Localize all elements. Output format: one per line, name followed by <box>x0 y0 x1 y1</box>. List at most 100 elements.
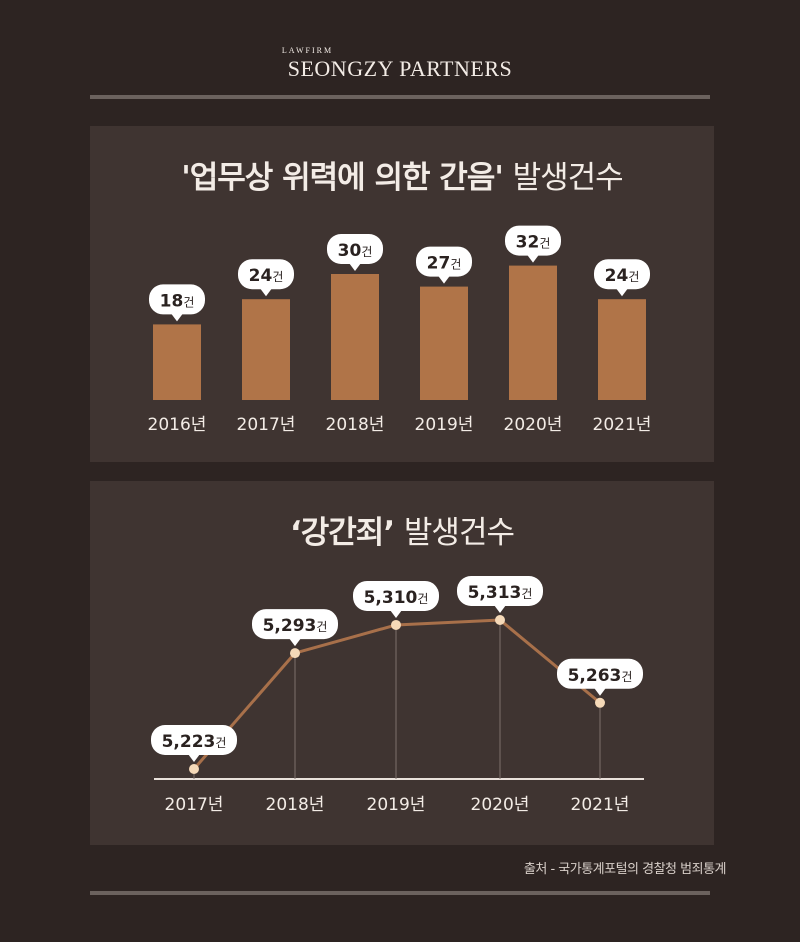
bar-1 <box>242 299 290 400</box>
bar-category-label-5: 2021년 <box>593 415 652 435</box>
bar-value-label-3-unit: 건 <box>450 258 461 272</box>
line-chart-title-bold: ‘강간죄’ <box>289 515 395 551</box>
line-value-label-0-text: 5,223건 <box>162 732 227 752</box>
line-value-label-0: 5,223건 <box>151 725 237 762</box>
line-value-label-1-unit: 건 <box>316 620 327 634</box>
bar-value-label-4-box <box>505 225 561 256</box>
bar-value-label-4-text: 32건 <box>516 233 551 253</box>
bar-value-label-2: 30건 <box>327 234 383 271</box>
line-value-label-2-box <box>353 580 439 611</box>
line-value-label-2-value: 5,310 <box>364 588 418 608</box>
bar-value-label-2-value: 30 <box>338 241 362 261</box>
data-point-3 <box>495 615 505 625</box>
bar-category-label-4: 2020년 <box>504 415 563 435</box>
line-value-label-2: 5,310건 <box>353 580 439 618</box>
data-point-0 <box>189 764 199 774</box>
line-value-label-0-value: 5,223 <box>162 732 216 752</box>
bar-value-label-5-pointer <box>616 288 628 297</box>
bar-value-label-0-unit: 건 <box>183 295 194 309</box>
series-line <box>192 618 601 770</box>
line-value-label-2-pointer <box>390 609 402 618</box>
data-point-1 <box>290 648 300 659</box>
line-value-label-1-value: 5,293 <box>263 616 317 636</box>
bar-4 <box>509 265 557 400</box>
line-value-label-4-value: 5,263 <box>568 666 622 686</box>
line-value-label-0-pointer <box>188 754 200 762</box>
bar-chart-title: '업무상 위력에 의한 간음' 발생건수 <box>90 152 714 197</box>
bar-3 <box>420 286 468 400</box>
bar-value-label-1-pointer <box>260 288 272 297</box>
bar-value-label-2-text: 30건 <box>338 241 373 261</box>
line-value-label-2-text: 5,310건 <box>364 588 429 608</box>
line-value-label-1-pointer <box>289 638 301 647</box>
bar-value-label-3-text: 27건 <box>427 254 462 274</box>
line-value-label-3-pointer <box>494 605 506 613</box>
bar-category-label-3: 2019년 <box>415 415 474 435</box>
top-divider <box>90 95 710 99</box>
bar-chart-svg: 18건2016년24건2017년30건2018년27건2019년32건2020년… <box>148 225 652 435</box>
bar-category-label-1: 2017년 <box>237 415 296 435</box>
line-value-label-1-text: 5,293건 <box>263 616 328 636</box>
bar-value-label-0-box <box>149 284 205 315</box>
line-value-label-1: 5,293건 <box>252 609 338 647</box>
line-chart-panel: ‘강간죄’ 발생건수 5,223건 2017년 5,293건 2018년 5,310건 2… <box>90 481 714 845</box>
line-value-label-4-box <box>557 658 643 689</box>
bar-chart-title-bold: '업무상 위력에 의한 간음' <box>181 160 504 196</box>
bar-value-label-3-box <box>416 246 472 277</box>
bar-value-label-0: 18건 <box>149 284 205 322</box>
line-category-label-2: 2019년 <box>367 795 426 815</box>
bar-value-label-1-value: 24 <box>249 266 273 286</box>
brand-logo: LAWFIRM SEONGZY PARTNERS <box>0 46 800 82</box>
bar-value-label-3-pointer <box>438 275 450 284</box>
bar-value-label-5-text: 24건 <box>605 266 640 286</box>
bar-chart-panel: '업무상 위력에 의한 간음' 발생건수 18건 2016년 24건 2017년 30건… <box>90 126 714 462</box>
line-value-label-3-unit: 건 <box>521 587 532 601</box>
bar-value-label-1-text: 24건 <box>249 266 284 286</box>
brand-name: SEONGZY PARTNERS <box>287 56 513 81</box>
bar-2 <box>331 274 379 400</box>
line-category-label-4: 2021년 <box>571 795 630 815</box>
bar-value-label-1-box <box>238 259 294 290</box>
line-value-label-3-box <box>457 576 543 606</box>
line-chart-svg: 5,223건2017년5,293건2018년5,310건2019년5,313건2… <box>151 576 644 815</box>
bar-category-label-2: 2018년 <box>326 415 385 435</box>
bar-chart-title-light: 발생건수 <box>512 160 624 196</box>
line-value-label-4-text: 5,263건 <box>568 666 633 686</box>
line-value-label-3: 5,313건 <box>457 576 543 613</box>
bar-value-label-4-pointer <box>527 254 539 263</box>
line-value-label-4: 5,263건 <box>557 658 643 696</box>
line-value-label-3-text: 5,313건 <box>468 583 533 603</box>
bar-value-label-1-unit: 건 <box>272 270 283 284</box>
bar-value-label-4-value: 32 <box>516 233 540 253</box>
bottom-divider <box>90 891 710 895</box>
bar-value-label-5-value: 24 <box>605 266 629 286</box>
source-note: 출처 - 국가통계포털의 경찰청 범죄통계 <box>523 862 727 877</box>
line-value-label-0-box <box>151 725 237 755</box>
bar-value-label-0-value: 18 <box>160 291 184 311</box>
line-chart-title: ‘강간죄’ 발생건수 <box>90 507 714 552</box>
bar-5 <box>598 299 646 400</box>
bar-value-label-5: 24건 <box>594 259 650 297</box>
bar-value-label-3: 27건 <box>416 246 472 284</box>
data-point-4 <box>595 697 605 708</box>
bar-value-label-3-value: 27 <box>427 254 451 274</box>
data-point-2 <box>391 619 401 630</box>
line-category-label-1: 2018년 <box>266 795 325 815</box>
bar-value-label-5-unit: 건 <box>628 270 639 284</box>
brand-small-text: LAWFIRM <box>281 46 334 55</box>
line-value-label-4-pointer <box>594 687 606 696</box>
bar-category-label-0: 2016년 <box>148 415 207 435</box>
line-value-label-2-unit: 건 <box>417 592 428 606</box>
bar-value-label-4: 32건 <box>505 225 561 263</box>
line-value-label-4-unit: 건 <box>621 670 632 684</box>
line-value-label-0-unit: 건 <box>215 736 226 750</box>
bar-value-label-2-unit: 건 <box>361 245 372 259</box>
line-value-label-1-box <box>252 609 338 640</box>
bar-value-label-5-box <box>594 259 650 290</box>
line-category-label-3: 2020년 <box>471 795 530 815</box>
bar-value-label-2-box <box>327 234 383 264</box>
bar-value-label-0-pointer <box>171 313 183 322</box>
bar-value-label-0-text: 18건 <box>160 291 195 311</box>
line-category-label-0: 2017년 <box>165 795 224 815</box>
bar-value-label-1: 24건 <box>238 259 294 297</box>
